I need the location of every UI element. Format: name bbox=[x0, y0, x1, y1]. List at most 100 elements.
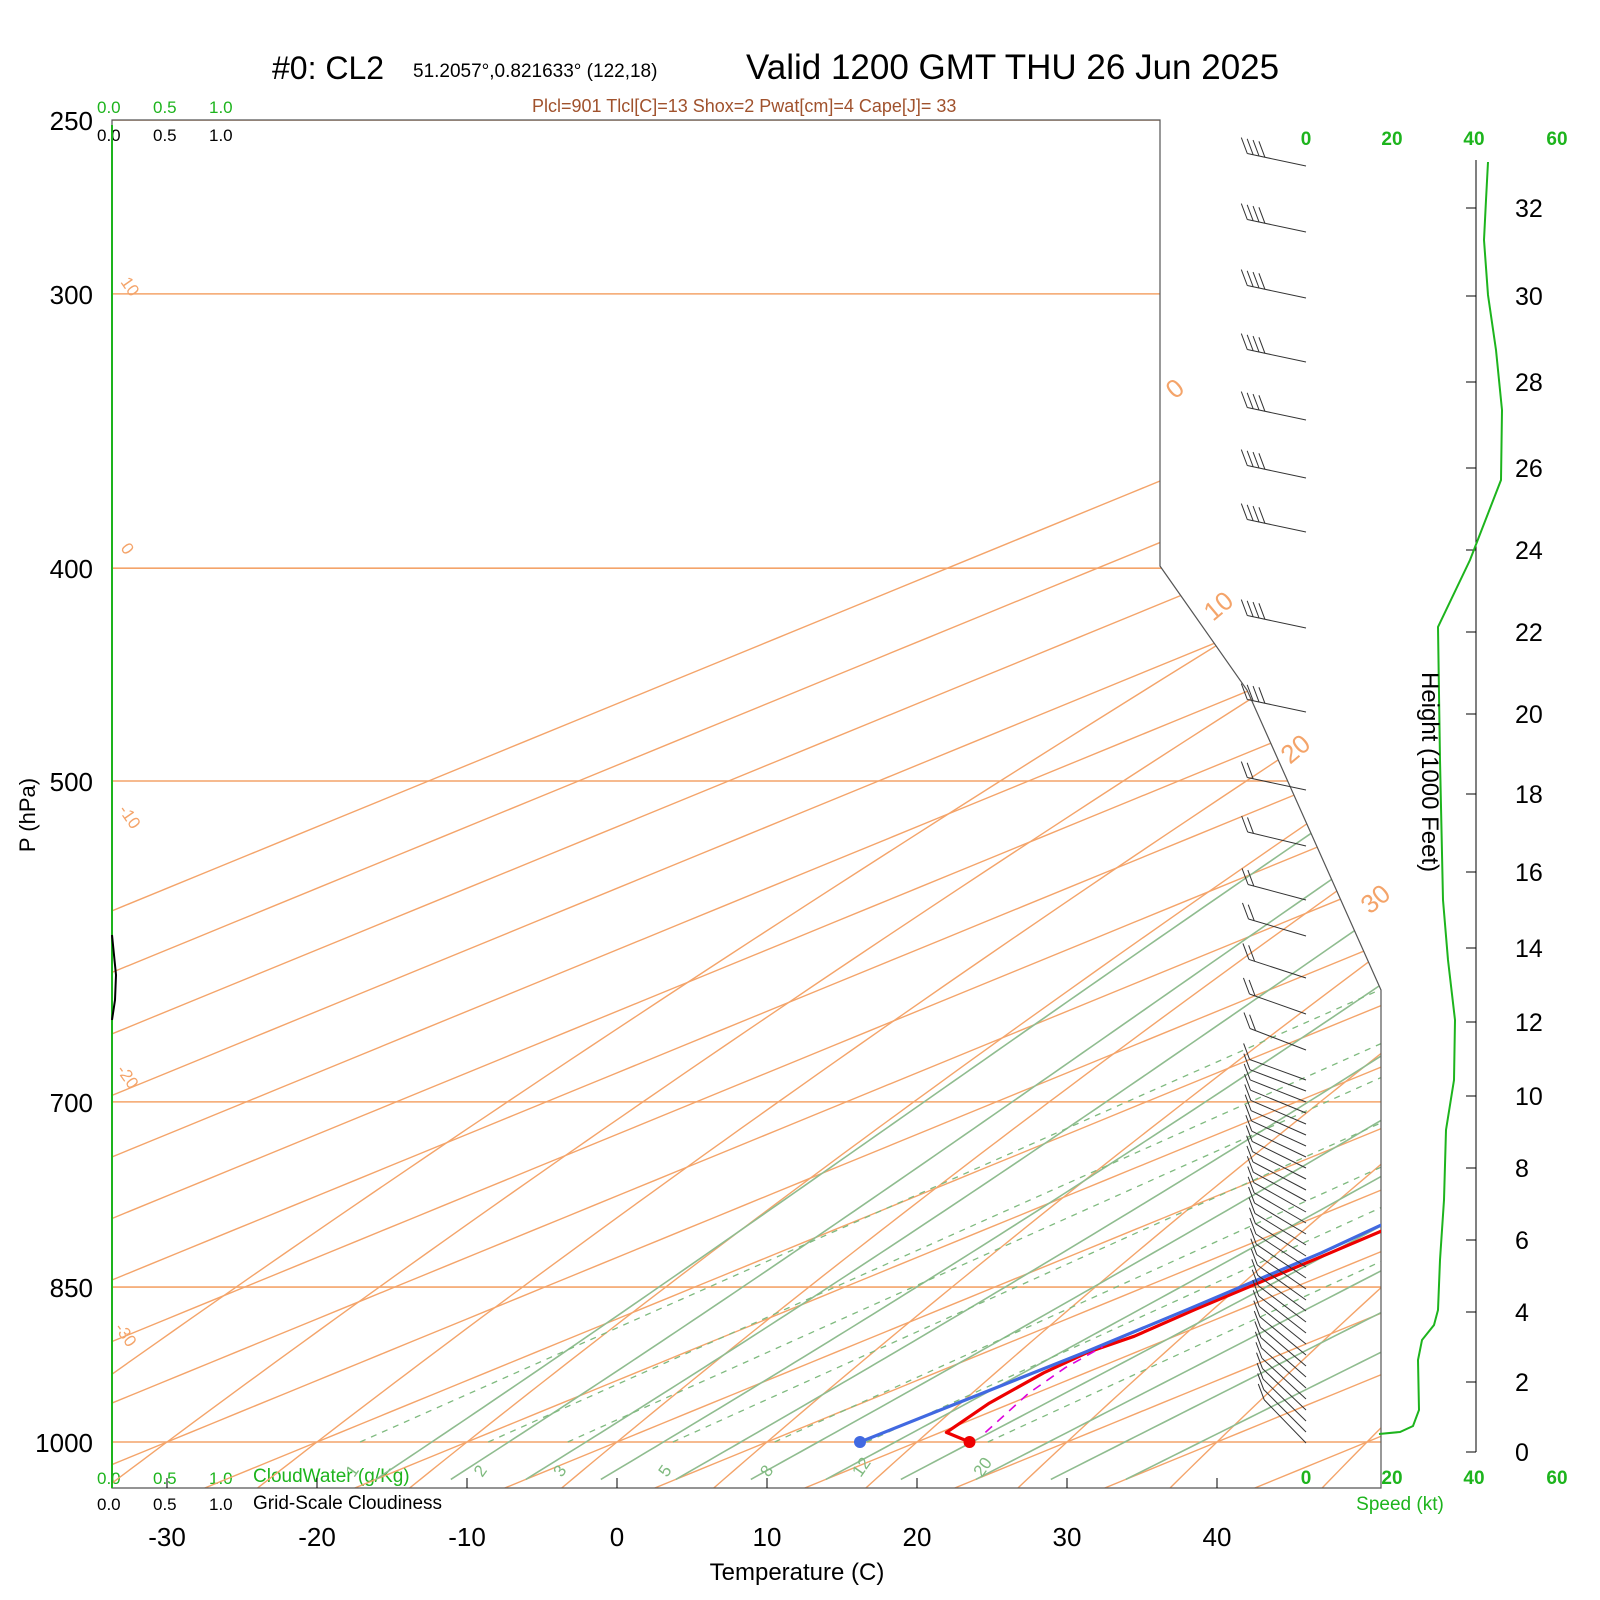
title-right: Valid 1200 GMT THU 26 Jun 2025 bbox=[746, 48, 1279, 87]
wind-barb-flag bbox=[1258, 273, 1266, 290]
indices-line: Plcl=901 Tlcl[C]=13 Shox=2 Pwat[cm]=4 Ca… bbox=[532, 96, 956, 116]
wind-barb-staff bbox=[1247, 615, 1307, 629]
wind-barb-staff bbox=[1247, 349, 1307, 363]
wind-speed-profile bbox=[1378, 161, 1504, 1435]
wind-barb-staff bbox=[1250, 1089, 1307, 1114]
wind-barb-flag bbox=[1257, 1383, 1265, 1401]
wind-barb-flag bbox=[1246, 1135, 1254, 1152]
wind-barb-flag bbox=[1248, 1207, 1256, 1224]
wind-barb-staff bbox=[1250, 1099, 1307, 1125]
wind-barb-staff bbox=[1249, 1069, 1307, 1092]
wind-barb-flag bbox=[1240, 269, 1248, 286]
isotherm-label: 30 bbox=[1355, 878, 1396, 920]
wind-barb-staff bbox=[1248, 918, 1307, 937]
wind-barb-staff bbox=[1249, 993, 1307, 1015]
wind-barb-staff bbox=[1247, 219, 1307, 233]
wind-barb bbox=[1246, 1145, 1307, 1191]
cloudiness-trace bbox=[111, 934, 118, 1021]
cloud-scale-top: 0.0 0.5 1.0 0.0 0.5 1.0 bbox=[97, 98, 233, 145]
wind-barb-flag bbox=[1250, 1248, 1258, 1266]
surface-temperature-marker bbox=[963, 1436, 976, 1448]
wind-barb-flag bbox=[1258, 141, 1266, 158]
wind-barb-flag bbox=[1240, 761, 1248, 778]
wind-barb bbox=[1254, 1321, 1307, 1378]
speed-tick-top: 20 bbox=[1381, 129, 1402, 150]
wind-barb-staff bbox=[1262, 1368, 1307, 1411]
wind-barb-flag bbox=[1247, 869, 1255, 887]
wind-barb-flag bbox=[1256, 1362, 1264, 1380]
mixing-ratio-label: 5 bbox=[655, 1462, 676, 1481]
wind-barb bbox=[1243, 1012, 1307, 1051]
wind-barb-flag bbox=[1247, 904, 1255, 921]
wind-barb-staff bbox=[1247, 465, 1307, 479]
speed-axis-label: Speed (kt) bbox=[1356, 1494, 1444, 1515]
wind-barb-staff bbox=[1252, 1151, 1307, 1180]
wind-barb-flag bbox=[1242, 943, 1250, 960]
wind-barb bbox=[1243, 1063, 1307, 1103]
cloudiness-scale-tick: 0.5 bbox=[153, 1495, 177, 1514]
wind-barb-staff bbox=[1251, 1130, 1307, 1158]
wind-barb-flag bbox=[1252, 1290, 1260, 1307]
wind-barb-flag bbox=[1254, 1321, 1262, 1338]
wind-barb-staff bbox=[1261, 1347, 1307, 1389]
height-tick-label: 2 bbox=[1515, 1369, 1529, 1397]
wind-barb-flag bbox=[1252, 601, 1260, 619]
moist-adiabat bbox=[600, 120, 1381, 1481]
isotherm bbox=[112, 120, 1381, 1488]
height-tick-label: 14 bbox=[1515, 935, 1543, 963]
height-tick-label: 20 bbox=[1515, 701, 1543, 729]
wind-barb-flag bbox=[1250, 1238, 1258, 1255]
parcel-profile bbox=[984, 1346, 1103, 1433]
cloudiness-scale-tick: 0.5 bbox=[153, 126, 177, 145]
wind-barb-flag bbox=[1252, 139, 1260, 157]
wind-barb-staff bbox=[1256, 1243, 1307, 1279]
dry-adiabat bbox=[1169, 120, 1381, 1488]
temperature-profile bbox=[944, 163, 1381, 1444]
wind-barb-staff bbox=[1260, 1326, 1307, 1367]
wind-barb-staff bbox=[1249, 1028, 1307, 1051]
isotherm-label: 0 bbox=[117, 539, 138, 558]
wind-barb bbox=[1242, 943, 1307, 979]
wind-barb-flag bbox=[1253, 1300, 1261, 1317]
mixing-ratio-line bbox=[987, 567, 1381, 1443]
wind-barb-flag bbox=[1252, 685, 1260, 703]
cloudwater-scale-tick: 1.0 bbox=[209, 98, 233, 117]
moist-adiabat bbox=[1050, 120, 1381, 1481]
isotherm bbox=[112, 120, 1381, 1488]
cloudiness-scale-tick: 0.0 bbox=[97, 1495, 121, 1514]
speed-axis: 0 20 40 60 0 20 40 60 Speed (kt) bbox=[1301, 129, 1568, 1515]
wind-barb-flag bbox=[1242, 977, 1250, 995]
dry-adiabat bbox=[408, 120, 1381, 1488]
isotherm bbox=[803, 120, 1381, 1488]
mixing-ratio-line bbox=[359, 567, 1381, 1443]
wind-barb-staff bbox=[1263, 1389, 1307, 1433]
wind-barb bbox=[1242, 902, 1307, 937]
dry-adiabat bbox=[712, 120, 1381, 1488]
wind-barb-flag bbox=[1246, 450, 1254, 467]
wind-barb-staff bbox=[1249, 1059, 1307, 1081]
speed-tick-top: 0 bbox=[1301, 129, 1312, 150]
speed-tick-top: 60 bbox=[1546, 129, 1567, 150]
wind-barb-flag bbox=[1240, 449, 1248, 466]
wind-barb-flag bbox=[1252, 335, 1260, 353]
wind-barb bbox=[1253, 1300, 1307, 1356]
isotherm bbox=[112, 120, 1381, 1488]
wind-barb-staff bbox=[1261, 1357, 1307, 1400]
wind-barb-staff bbox=[1254, 1212, 1307, 1246]
wind-barb-flag bbox=[1253, 1310, 1261, 1328]
height-tick-label: 22 bbox=[1515, 619, 1543, 647]
isotherm bbox=[112, 120, 1381, 1488]
mixing-ratio-label: 2 bbox=[470, 1462, 491, 1481]
wind-barb-flag bbox=[1243, 1043, 1251, 1060]
wind-barb-flag bbox=[1258, 207, 1266, 224]
wind-barb-flag bbox=[1246, 204, 1254, 221]
wind-barb-flag bbox=[1255, 1342, 1263, 1359]
wind-barb bbox=[1256, 1352, 1307, 1411]
wind-barb-staff bbox=[1250, 1079, 1307, 1103]
wind-barb bbox=[1240, 137, 1307, 167]
wind-barb-flag bbox=[1252, 393, 1260, 411]
wind-barb bbox=[1246, 1135, 1307, 1180]
height-axis-label: Height (1000 Feet) bbox=[1416, 672, 1443, 872]
